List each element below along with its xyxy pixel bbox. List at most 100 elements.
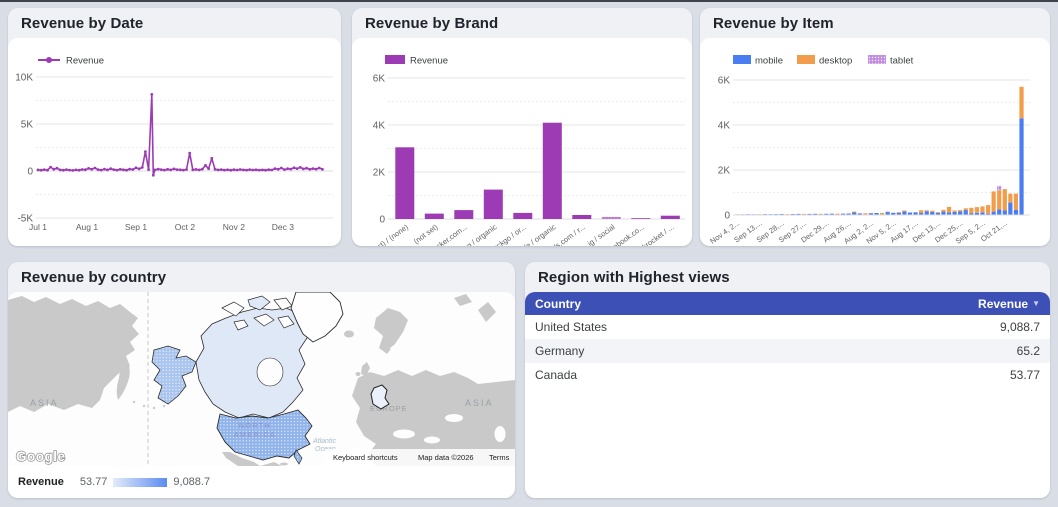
bar-segment-mobile[interactable]: [813, 213, 818, 215]
data-point[interactable]: [172, 167, 176, 171]
data-point[interactable]: [270, 168, 274, 172]
bar-segment-mobile[interactable]: [840, 213, 846, 215]
bar-segment-mobile[interactable]: [969, 213, 974, 215]
bar-segment-desktop[interactable]: [963, 208, 968, 211]
data-point[interactable]: [71, 169, 75, 172]
bar-segment-desktop[interactable]: [924, 210, 929, 212]
data-point[interactable]: [46, 168, 49, 172]
bar-segment-mobile[interactable]: [874, 213, 879, 215]
bar-segment-desktop[interactable]: [980, 206, 985, 213]
data-point[interactable]: [99, 168, 103, 172]
data-point[interactable]: [286, 167, 289, 171]
bar-segment-desktop[interactable]: [952, 210, 957, 212]
data-point[interactable]: [137, 167, 141, 171]
bar-segment-mobile[interactable]: [963, 210, 968, 216]
bar-segment-mobile[interactable]: [991, 211, 996, 215]
data-point[interactable]: [242, 168, 245, 172]
data-point[interactable]: [238, 168, 242, 171]
data-point[interactable]: [128, 167, 131, 171]
column-header-revenue[interactable]: Revenue ▼: [978, 296, 1040, 311]
bar-9[interactable]: [660, 215, 680, 219]
bar-segment-desktop[interactable]: [880, 213, 885, 215]
bar-segment-desktop[interactable]: [974, 207, 980, 213]
data-point[interactable]: [308, 167, 312, 171]
data-point[interactable]: [229, 168, 233, 172]
data-point[interactable]: [314, 167, 318, 171]
data-point[interactable]: [213, 167, 217, 171]
data-point[interactable]: [298, 166, 302, 169]
data-point[interactable]: [153, 168, 157, 172]
data-point[interactable]: [68, 168, 71, 172]
data-point[interactable]: [188, 151, 192, 155]
data-point[interactable]: [321, 167, 324, 171]
data-point[interactable]: [267, 168, 271, 172]
data-point[interactable]: [289, 167, 293, 171]
bar-8[interactable]: [631, 218, 651, 219]
bar-segment-mobile[interactable]: [985, 213, 991, 215]
bar-2[interactable]: [454, 210, 474, 219]
data-point[interactable]: [276, 167, 280, 171]
bar-segment-desktop[interactable]: [1008, 193, 1013, 203]
bar-segment-mobile[interactable]: [924, 211, 929, 215]
bar-segment-mobile[interactable]: [952, 211, 957, 215]
data-point[interactable]: [182, 168, 185, 172]
bar-segment-mobile[interactable]: [913, 212, 918, 215]
data-point[interactable]: [58, 168, 62, 172]
bar-segment-desktop[interactable]: [941, 209, 946, 212]
data-point[interactable]: [163, 168, 166, 172]
data-point[interactable]: [52, 167, 56, 171]
data-point[interactable]: [80, 168, 84, 171]
country-canada[interactable]: [195, 307, 312, 419]
data-point[interactable]: [121, 168, 125, 172]
bar-segment-desktop[interactable]: [930, 210, 935, 212]
table-row[interactable]: Germany 65.2: [525, 339, 1050, 363]
data-point[interactable]: [232, 168, 236, 172]
bar-segment-desktop[interactable]: [863, 213, 868, 215]
data-point[interactable]: [292, 166, 296, 170]
bar-segment-mobile[interactable]: [941, 211, 946, 215]
data-point[interactable]: [74, 168, 78, 172]
bar-segment-mobile[interactable]: [896, 212, 901, 216]
bar-3[interactable]: [483, 189, 503, 219]
bar-segment-desktop[interactable]: [919, 210, 924, 213]
bar-segment-desktop[interactable]: [958, 210, 963, 212]
bar-segment-desktop[interactable]: [1013, 193, 1019, 210]
data-point[interactable]: [90, 167, 94, 171]
data-point[interactable]: [197, 168, 201, 172]
bar-segment-tablet[interactable]: [997, 185, 1002, 191]
world-map[interactable]: EUROPE ASIA ASIA NORTH AMERICA Atlantic …: [8, 292, 515, 466]
country-united-states[interactable]: [216, 409, 313, 461]
bar-segment-desktop[interactable]: [991, 191, 996, 212]
data-point[interactable]: [317, 166, 321, 170]
bar-segment-desktop[interactable]: [801, 213, 807, 215]
data-point[interactable]: [156, 167, 160, 171]
bar-5[interactable]: [542, 122, 562, 219]
table-row[interactable]: United States 9,088.7: [525, 315, 1050, 339]
data-point[interactable]: [245, 168, 249, 172]
data-point[interactable]: [36, 168, 40, 172]
bar-segment-desktop[interactable]: [1019, 86, 1024, 119]
revenue-line[interactable]: [37, 93, 323, 176]
data-point[interactable]: [77, 168, 81, 172]
bar-1[interactable]: [424, 213, 444, 219]
data-point[interactable]: [204, 164, 207, 167]
data-point[interactable]: [39, 168, 43, 172]
data-point[interactable]: [223, 168, 226, 172]
data-point[interactable]: [150, 93, 154, 96]
bar-segment-mobile[interactable]: [1013, 209, 1019, 215]
data-point[interactable]: [131, 168, 135, 171]
data-point[interactable]: [311, 167, 315, 171]
bar-segment-mobile[interactable]: [1002, 210, 1007, 216]
bar-segment-mobile[interactable]: [846, 213, 851, 216]
data-point[interactable]: [273, 167, 277, 171]
bar-segment-desktop[interactable]: [985, 205, 991, 214]
bar-segment-mobile[interactable]: [907, 212, 913, 216]
bar-segment-mobile[interactable]: [935, 212, 940, 216]
bar-segment-mobile[interactable]: [997, 209, 1002, 215]
bar-segment-desktop[interactable]: [946, 206, 952, 213]
data-point[interactable]: [178, 168, 182, 172]
data-point[interactable]: [200, 167, 204, 171]
bar-segment-mobile[interactable]: [824, 213, 829, 215]
bar-segment-desktop[interactable]: [1002, 189, 1007, 211]
